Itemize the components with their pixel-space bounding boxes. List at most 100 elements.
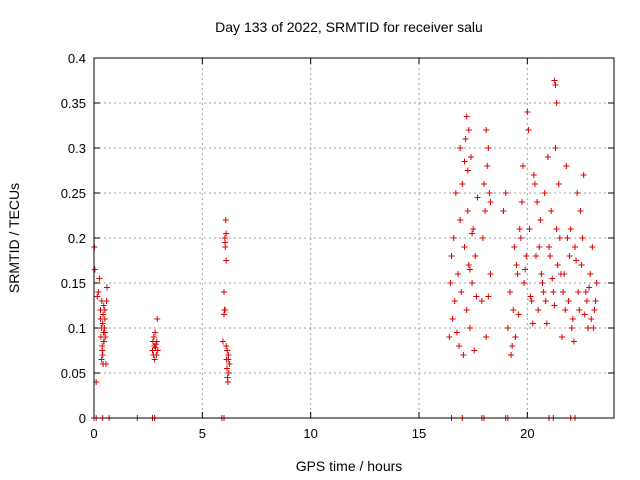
data-point	[551, 77, 558, 84]
data-point	[531, 181, 538, 187]
data-point	[484, 163, 491, 169]
data-point	[574, 190, 581, 196]
tick-labels: 0 5 10 15 20 0 0.05 0.1 0.15 0.2 0.25 0.3 0.35 0.4	[61, 51, 535, 441]
data-point	[458, 289, 465, 295]
data-point	[99, 320, 106, 327]
data-point	[451, 298, 458, 304]
data-point	[465, 127, 472, 133]
data-point	[96, 275, 103, 282]
x-axis-label: GPS time / hours	[296, 458, 403, 474]
data-point	[510, 307, 517, 313]
data-point	[566, 253, 573, 259]
data-point	[482, 208, 489, 214]
x-tick-label: 20	[520, 426, 534, 441]
data-point	[580, 172, 587, 178]
data-point	[540, 289, 547, 295]
data-point	[534, 199, 541, 205]
data-point	[541, 190, 548, 196]
data-point	[546, 244, 552, 250]
data-point	[223, 230, 230, 237]
data-point	[474, 194, 481, 201]
data-point	[570, 338, 577, 345]
data-point	[513, 262, 520, 268]
y-tick-label: 0.2	[68, 231, 86, 246]
data-point	[225, 370, 232, 376]
data-point	[152, 329, 159, 336]
data-point	[464, 208, 471, 214]
data-point	[449, 316, 456, 322]
data-point	[103, 298, 110, 304]
data-point	[463, 307, 470, 313]
data-point	[224, 347, 231, 354]
data-point	[549, 275, 556, 282]
data-point	[556, 235, 563, 241]
y-tick-label: 0.3	[68, 141, 86, 156]
data-point	[223, 343, 230, 349]
plot-frame	[93, 57, 615, 419]
data-point	[91, 266, 98, 273]
data-point	[548, 208, 555, 214]
data-point	[509, 343, 516, 349]
data-point	[465, 262, 472, 268]
data-point	[456, 343, 463, 349]
data-point	[535, 307, 542, 313]
x-tick-label: 10	[303, 426, 317, 441]
data-point	[588, 316, 595, 322]
data-point	[100, 302, 107, 309]
data-point	[565, 298, 572, 304]
data-point	[469, 230, 476, 237]
data-point	[469, 280, 476, 286]
data-point	[547, 253, 554, 259]
data-point	[577, 208, 584, 214]
x-tick-label: 5	[199, 426, 206, 441]
data-point	[452, 190, 459, 196]
data-point	[515, 311, 522, 318]
data-point	[523, 253, 530, 259]
data-point	[149, 347, 156, 354]
data-point	[562, 307, 569, 313]
data-point	[522, 266, 529, 273]
data-point	[487, 271, 494, 277]
data-point	[553, 100, 560, 106]
y-tick-label: 0.4	[68, 51, 86, 66]
data-point	[578, 262, 585, 268]
data-point	[526, 226, 533, 232]
data-point	[555, 181, 562, 187]
data-point	[536, 244, 543, 250]
data-point	[567, 226, 574, 232]
data-point	[520, 163, 526, 169]
data-point	[485, 293, 492, 300]
data-point	[568, 325, 575, 331]
data-point	[483, 334, 490, 340]
data-point	[222, 239, 229, 246]
data-point	[539, 280, 546, 286]
data-point	[592, 298, 599, 304]
data-point	[486, 190, 493, 196]
y-tick-label: 0.1	[68, 321, 86, 336]
data-point	[470, 226, 477, 232]
data-point	[530, 172, 537, 178]
data-point	[508, 352, 515, 358]
data-point	[461, 158, 468, 165]
data-point	[224, 365, 231, 372]
data-point	[99, 347, 106, 354]
data-point	[151, 356, 158, 363]
data-point	[462, 136, 469, 142]
data-point	[481, 181, 487, 187]
data-point	[560, 289, 567, 295]
data-point	[104, 284, 110, 291]
data-point	[529, 320, 536, 327]
data-point	[559, 334, 565, 340]
y-tick-label: 0.35	[61, 96, 86, 111]
data-point	[100, 338, 107, 345]
data-point	[528, 298, 535, 304]
data-point	[590, 325, 597, 331]
data-points	[91, 77, 600, 421]
data-point	[95, 289, 102, 295]
data-point	[563, 163, 570, 169]
data-point	[473, 293, 480, 300]
data-point	[517, 235, 524, 241]
data-point	[457, 217, 464, 223]
data-point	[222, 307, 229, 313]
